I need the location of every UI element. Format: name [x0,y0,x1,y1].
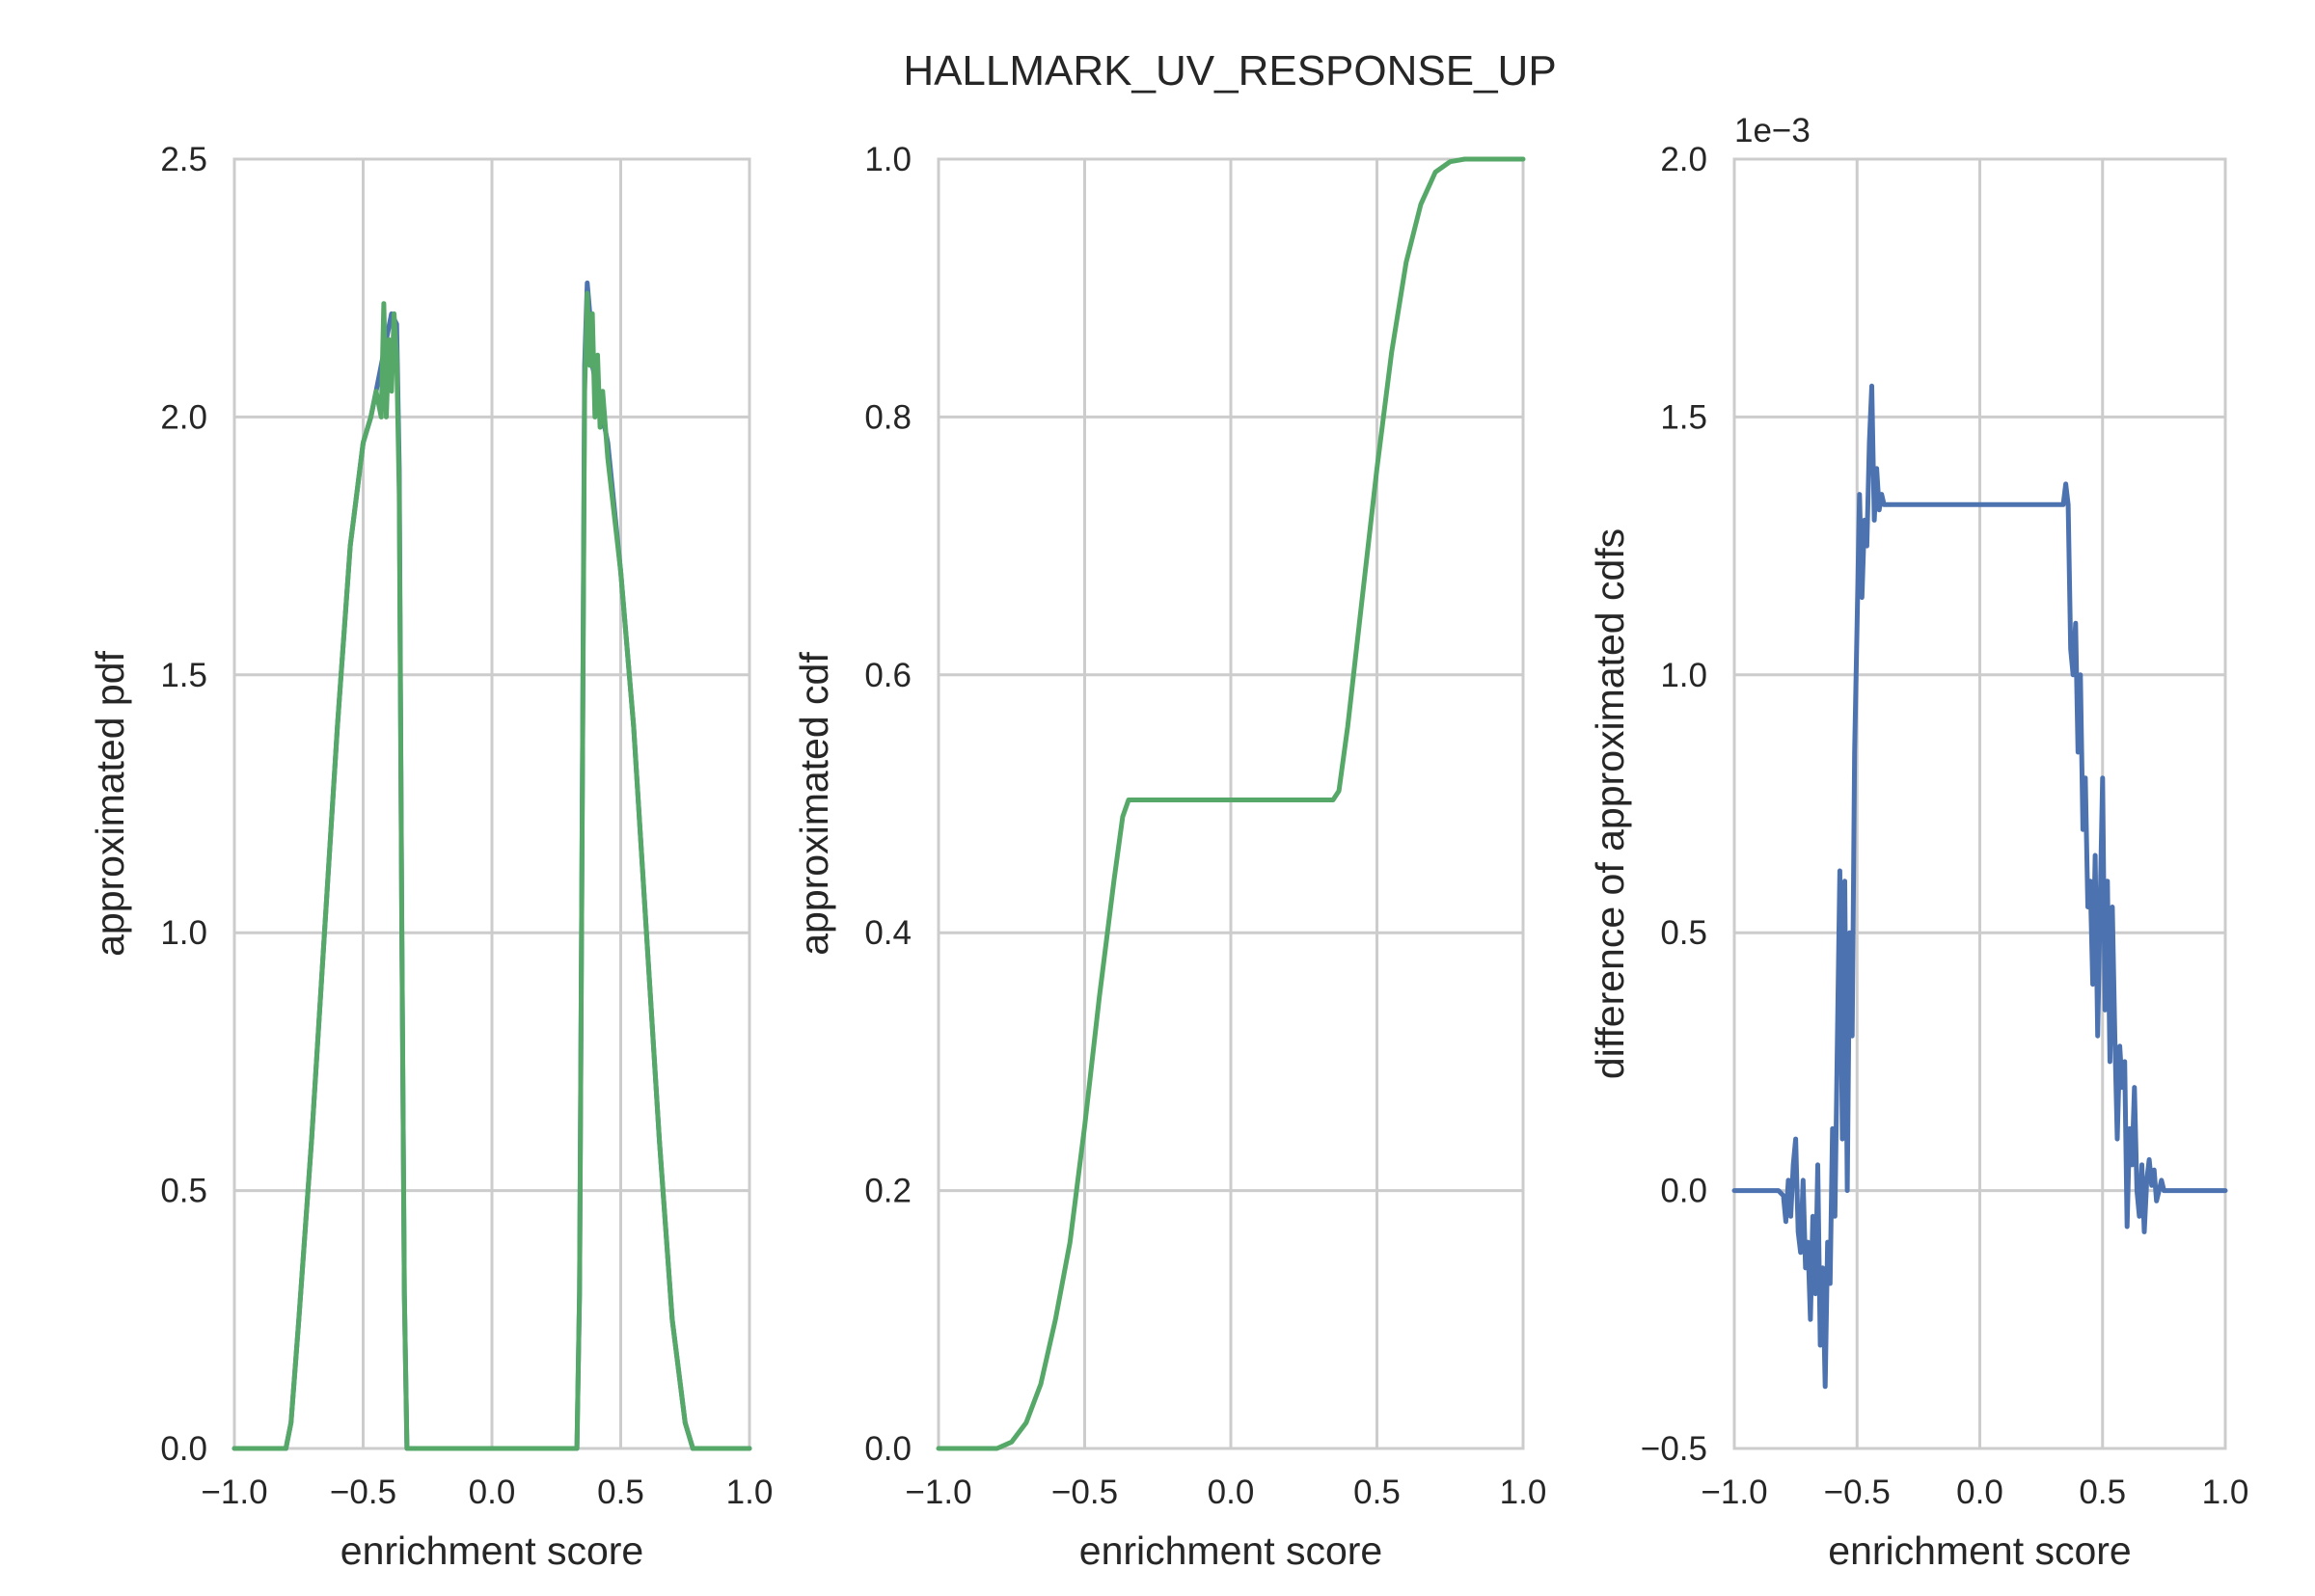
y-axis-label: approximated cdf [792,652,836,956]
y-tick-label: 0.5 [1660,914,1707,952]
y-tick-label: 1.0 [160,914,207,952]
subplot-cdf: −1.0 −0.5 0.0 0.5 1.0 0.0 0.2 0.4 0.6 0.8 1.0 enric… [792,141,1546,1573]
x-tick-label: 0.5 [2079,1474,2126,1511]
y-scale-label: 1e−3 [1734,112,1811,149]
y-tick-label: 0.5 [160,1173,207,1210]
x-tick-label: 0.5 [597,1474,644,1511]
subplot-cdf-difference: −1.0 −0.5 0.0 0.5 1.0 −0.5 0.0 0.5 1.0 1.5 2.0 enri… [1588,112,2248,1573]
subplot-pdf: −1.0 −0.5 0.0 0.5 1.0 0.0 0.5 1.0 1.5 2.0 2.5 enric… [88,141,773,1573]
series-line-0 [936,156,1526,1451]
y-tick-label: 2.5 [160,141,207,178]
series-line-1 [232,290,752,1451]
y-tick-label: −0.5 [1641,1430,1707,1468]
y-tick-label: 0.4 [864,914,912,952]
y-tick-label: 0.8 [864,398,912,436]
y-tick-label: 2.0 [1660,141,1707,178]
y-tick-label: 1.5 [1660,398,1707,436]
y-tick-label: 1.0 [1660,657,1707,694]
y-tick-label: 2.0 [160,398,207,436]
y-tick-label: 0.2 [864,1173,912,1210]
x-tick-label: 0.5 [1353,1474,1401,1511]
x-tick-label: 1.0 [1500,1474,1547,1511]
y-axis-label: approximated pdf [88,650,132,956]
x-tick-label: 0.0 [1208,1474,1255,1511]
axes-frame [937,157,1525,1450]
x-tick-label: −1.0 [1701,1474,1767,1511]
y-axis-label: difference of approximated cdfs [1588,528,1632,1079]
x-tick-label: 1.0 [726,1474,774,1511]
y-tick-label: 0.0 [864,1430,912,1468]
x-tick-label: 1.0 [2202,1474,2249,1511]
x-tick-label: −0.5 [1051,1474,1118,1511]
x-tick-label: −0.5 [1824,1474,1891,1511]
y-tick-label: 0.0 [160,1430,207,1468]
x-tick-label: 0.0 [469,1474,516,1511]
figure-title: HALLMARK_UV_RESPONSE_UP [903,47,1556,95]
y-tick-label: 1.5 [160,657,207,694]
y-tick-label: 0.0 [1660,1173,1707,1210]
x-axis-label: enrichment score [1079,1528,1382,1573]
x-tick-label: −1.0 [905,1474,971,1511]
axes-frame [1732,157,2227,1450]
x-tick-label: −1.0 [201,1474,267,1511]
x-axis-label: enrichment score [340,1528,643,1573]
x-axis-label: enrichment score [1828,1528,2131,1573]
y-tick-label: 0.6 [864,657,912,694]
x-tick-label: 0.0 [1956,1474,2003,1511]
x-tick-label: −0.5 [330,1474,396,1511]
y-tick-label: 1.0 [864,141,912,178]
series-line-0 [1731,383,2228,1390]
